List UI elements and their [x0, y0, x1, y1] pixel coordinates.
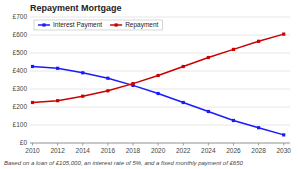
- series-line: [33, 34, 284, 102]
- footnote: Based on a loan of £105,000, an interest…: [4, 160, 243, 166]
- x-tick: [132, 143, 133, 146]
- title: Repayment Mortgage: [30, 3, 122, 13]
- point: [232, 119, 235, 122]
- point: [157, 92, 160, 95]
- y-tick-label: £700: [13, 13, 28, 20]
- x-tick-label: 2022: [176, 147, 191, 154]
- legend-label: Repayment: [125, 21, 158, 29]
- grid: [30, 17, 290, 143]
- x-tick: [82, 143, 83, 146]
- y-tick-label: £0: [20, 139, 28, 146]
- chart: Repayment Mortgage £0 £100 £200 £300 £400 £500…: [0, 0, 298, 169]
- point: [207, 110, 210, 113]
- point: [56, 99, 59, 102]
- x-axis-line: [30, 143, 290, 144]
- x-tick: [283, 143, 284, 146]
- legend-box: [34, 20, 162, 30]
- x-tick-label: 2024: [201, 147, 216, 154]
- x-tick-label: 2016: [101, 147, 116, 154]
- point: [31, 65, 34, 68]
- grid-line: [30, 17, 290, 18]
- point: [182, 101, 185, 104]
- point: [106, 89, 109, 92]
- grid-line: [30, 143, 290, 144]
- legend: Interest Payment Repayment: [34, 20, 162, 30]
- y-tick-label: £600: [13, 31, 28, 38]
- point: [257, 126, 260, 129]
- point: [182, 65, 185, 68]
- x-tick: [32, 143, 33, 146]
- x-tick-label: 2012: [50, 147, 65, 154]
- y-tick-label: £100: [13, 121, 28, 128]
- point: [56, 67, 59, 70]
- x-tick-label: 2018: [126, 147, 141, 154]
- x-tick-label: 2014: [76, 147, 91, 154]
- point: [81, 95, 84, 98]
- legend-swatch: [38, 24, 50, 26]
- x-tick-label: 2030: [276, 147, 291, 154]
- legend-swatch: [110, 24, 122, 26]
- grid-line: [30, 35, 290, 36]
- x-tick-label: 2010: [25, 147, 40, 154]
- grid-line: [30, 107, 290, 108]
- point: [157, 74, 160, 77]
- x-tick: [233, 143, 234, 146]
- background: [0, 0, 298, 169]
- x-tick-label: 2028: [251, 147, 266, 154]
- y-tick-label: £300: [13, 85, 28, 92]
- point: [131, 82, 134, 85]
- x-tick: [107, 143, 108, 146]
- x-tick: [258, 143, 259, 146]
- point: [232, 48, 235, 51]
- point: [81, 71, 84, 74]
- point: [106, 77, 109, 80]
- point: [282, 33, 285, 36]
- x-tick-label: 2026: [226, 147, 241, 154]
- point: [31, 101, 34, 104]
- grid-line: [30, 89, 290, 90]
- series-line: [33, 67, 284, 135]
- point: [282, 133, 285, 136]
- x-tick: [208, 143, 209, 146]
- x-tick-label: 2020: [151, 147, 166, 154]
- point: [207, 56, 210, 59]
- x-tick: [57, 143, 58, 146]
- legend-marker: [115, 23, 118, 26]
- x-tick: [183, 143, 184, 146]
- legend-label: Interest Payment: [53, 21, 102, 29]
- plot-area: [31, 33, 285, 137]
- point: [257, 40, 260, 43]
- y-tick-label: £500: [13, 49, 28, 56]
- y-tick-label: £200: [13, 103, 28, 110]
- y-tick-label: £400: [13, 67, 28, 74]
- x-tick: [158, 143, 159, 146]
- grid-line: [30, 53, 290, 54]
- legend-marker: [42, 23, 45, 26]
